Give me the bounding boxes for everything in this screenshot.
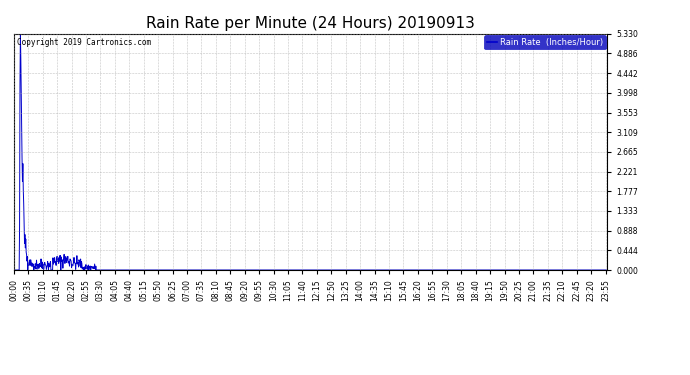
Title: Rain Rate per Minute (24 Hours) 20190913: Rain Rate per Minute (24 Hours) 20190913 xyxy=(146,16,475,31)
Text: Copyright 2019 Cartronics.com: Copyright 2019 Cartronics.com xyxy=(17,39,151,48)
Legend: Rain Rate  (Inches/Hour): Rain Rate (Inches/Hour) xyxy=(484,35,606,50)
